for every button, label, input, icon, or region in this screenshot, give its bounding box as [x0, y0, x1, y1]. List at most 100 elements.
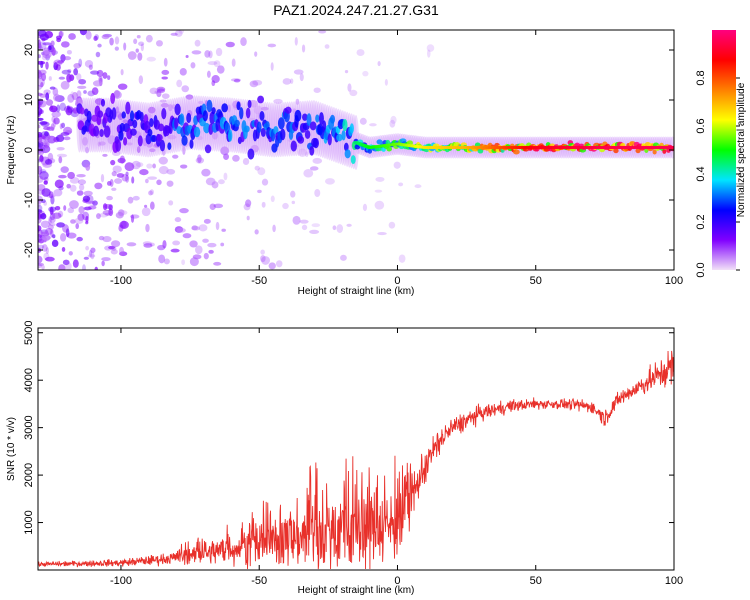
heatmap-cell	[107, 75, 111, 81]
heatmap-cell	[315, 114, 320, 123]
heatmap-cell	[327, 133, 332, 146]
snr-x-ticks: -100 -50 0 50 100	[110, 328, 683, 587]
heatmap-cell	[125, 174, 130, 183]
heatmap-cell	[93, 125, 100, 137]
heatmap-cell	[53, 189, 63, 197]
heatmap-cell	[166, 168, 176, 175]
heatmap-cell	[75, 223, 80, 230]
heatmap-cell	[270, 62, 274, 71]
x-tick-label: -50	[251, 575, 267, 587]
heatmap-cell	[123, 137, 128, 146]
heatmap-cell	[211, 131, 218, 140]
heatmap-cell	[112, 165, 122, 173]
heatmap-cell	[163, 258, 170, 265]
heatmap-cell	[60, 80, 70, 90]
heatmap-cell	[139, 169, 149, 176]
heatmap-cell	[257, 189, 262, 194]
heatmap-cell	[40, 121, 50, 127]
heatmap-cell	[254, 229, 259, 235]
heatmap-cell	[38, 61, 44, 66]
heatmap-cell	[66, 105, 70, 110]
heatmap-cell	[106, 181, 112, 186]
heatmap-cell	[151, 135, 158, 143]
heatmap-cell	[38, 92, 43, 96]
heatmap-cell	[158, 254, 166, 264]
heatmap-cell	[346, 223, 352, 227]
heatmap-cell	[168, 104, 173, 112]
heatmap-cell	[161, 93, 170, 99]
heatmap-cell	[254, 165, 260, 171]
heatmap-cell	[149, 87, 159, 95]
heatmap-cell	[78, 206, 85, 214]
snr-frame	[37, 327, 675, 571]
x-tick-label: 0	[394, 275, 400, 287]
heatmap-cell	[102, 203, 108, 211]
heatmap-cell	[58, 76, 66, 80]
heatmap-cell	[38, 238, 45, 244]
heatmap-cell	[49, 222, 56, 227]
heatmap-cell	[67, 69, 72, 73]
heatmap-cell	[303, 168, 314, 178]
x-tick-label: 100	[665, 575, 683, 587]
heatmap-cell	[48, 76, 52, 81]
heatmap-cell	[76, 174, 86, 178]
heatmap-cell	[186, 112, 192, 124]
heatmap-cell	[159, 139, 166, 152]
heatmap-cell	[139, 111, 144, 122]
heatmap-cell	[670, 145, 674, 150]
heatmap-cell	[336, 133, 343, 142]
colorbar-gradient	[712, 30, 736, 270]
spectrogram-x-ticks: -100 -50 0 50 100	[110, 30, 683, 287]
heatmap-cell	[344, 149, 351, 159]
heatmap-cell	[203, 122, 211, 134]
heatmap-cell	[38, 136, 43, 143]
heatmap-cell	[44, 158, 53, 165]
heatmap-cell	[49, 105, 58, 113]
heatmap-cell	[211, 181, 219, 189]
heatmap-cell	[48, 45, 52, 51]
heatmap-cell	[191, 50, 202, 55]
x-tick-label: 50	[530, 275, 542, 287]
colorbar-tick-label: 0.8	[695, 70, 707, 85]
heatmap-cell	[162, 240, 167, 249]
heatmap-cell	[149, 148, 156, 153]
heatmap-cell	[55, 134, 65, 143]
heatmap-cell	[213, 203, 224, 209]
heatmap-cell	[313, 87, 321, 93]
heatmap-cell	[120, 68, 124, 76]
heatmap-cell	[124, 162, 135, 172]
heatmap-cell	[174, 217, 182, 223]
heatmap-cell	[102, 235, 112, 243]
heatmap-cell	[41, 264, 45, 270]
heatmap-cell	[309, 121, 317, 131]
heatmap-cell	[349, 123, 354, 134]
y-tick-label: 4000	[23, 368, 35, 392]
heatmap-cell	[40, 81, 44, 88]
heatmap-cell	[149, 189, 154, 196]
heatmap-cell	[57, 210, 64, 218]
heatmap-cell	[63, 56, 72, 61]
heatmap-cell	[41, 244, 48, 252]
heatmap-cell	[662, 148, 667, 154]
colorbar-tick-label: 0.4	[695, 166, 707, 181]
heatmap-cell	[78, 183, 85, 191]
heatmap-cell	[58, 174, 67, 179]
heatmap-cell	[38, 262, 44, 266]
heatmap-cell	[97, 141, 101, 147]
heatmap-cell	[318, 112, 324, 125]
heatmap-cell	[253, 105, 263, 115]
heatmap-cell	[79, 30, 87, 36]
x-tick-label: 100	[665, 275, 683, 287]
heatmap-cell	[251, 100, 258, 156]
heatmap-cell	[73, 63, 81, 69]
heatmap-cell	[76, 236, 83, 242]
heatmap-cell	[156, 90, 162, 98]
heatmap-cell	[84, 60, 94, 68]
heatmap-cell	[292, 215, 301, 225]
heatmap-cell	[88, 64, 93, 70]
heatmap-cell	[71, 91, 78, 101]
heatmap-cell	[149, 201, 155, 210]
heatmap-cell	[284, 106, 292, 114]
heatmap-cell	[70, 91, 75, 98]
